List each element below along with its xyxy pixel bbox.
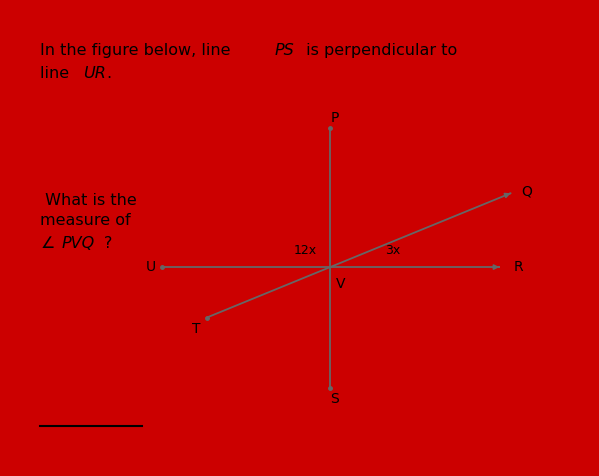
Text: Q: Q: [521, 184, 532, 198]
Text: ?: ?: [104, 236, 113, 251]
Text: PS: PS: [274, 43, 294, 59]
Text: V: V: [336, 277, 346, 291]
Text: U: U: [146, 260, 156, 274]
Text: line: line: [41, 66, 75, 81]
Text: S: S: [331, 392, 340, 407]
Text: What is the: What is the: [41, 193, 137, 208]
Text: 12x: 12x: [294, 244, 316, 257]
Text: ∠: ∠: [41, 236, 55, 251]
Text: measure of: measure of: [41, 213, 131, 228]
Text: .: .: [107, 66, 111, 81]
Text: is perpendicular to: is perpendicular to: [301, 43, 458, 59]
Text: 3x: 3x: [385, 244, 400, 257]
Text: R: R: [513, 260, 523, 274]
Text: UR: UR: [83, 66, 105, 81]
Text: T: T: [192, 322, 201, 336]
Text: In the figure below, line: In the figure below, line: [41, 43, 236, 59]
Text: PVQ: PVQ: [62, 236, 95, 251]
Text: P: P: [331, 111, 339, 125]
